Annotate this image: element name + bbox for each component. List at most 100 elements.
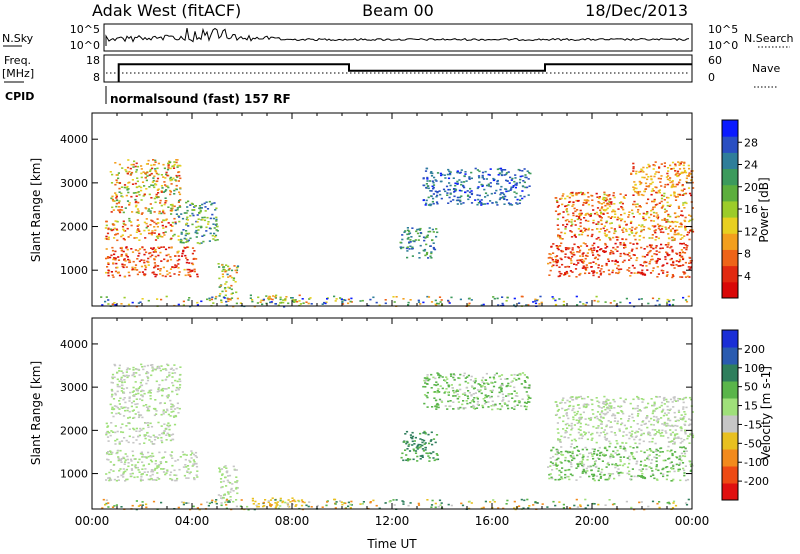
data-cell <box>684 261 687 264</box>
data-cell <box>678 260 681 263</box>
velocity-heatmap <box>101 363 695 511</box>
data-cell <box>125 425 128 427</box>
data-cell <box>470 406 473 408</box>
colorbar-swatch <box>722 120 738 137</box>
data-cell <box>632 457 635 460</box>
data-cell <box>129 458 133 461</box>
data-cell <box>652 415 656 418</box>
data-cell <box>669 204 672 206</box>
data-cell <box>425 186 428 189</box>
data-cell <box>157 192 160 194</box>
data-cell <box>422 249 425 252</box>
data-cell <box>133 268 136 271</box>
data-cell <box>686 478 690 481</box>
data-cell <box>677 161 680 163</box>
data-cell <box>598 446 601 449</box>
data-cell <box>661 468 664 471</box>
data-cell <box>175 479 178 482</box>
data-cell <box>135 388 138 390</box>
data-cell <box>435 381 438 383</box>
data-cell <box>168 374 171 376</box>
data-cell <box>619 243 622 246</box>
data-cell <box>616 453 619 456</box>
data-cell <box>585 245 589 247</box>
data-cell <box>214 234 218 237</box>
data-cell <box>440 502 443 504</box>
data-cell <box>632 186 635 188</box>
data-cell <box>678 462 681 464</box>
data-cell <box>625 500 628 503</box>
data-cell <box>685 450 688 452</box>
data-cell <box>301 501 304 503</box>
data-cell <box>136 258 139 260</box>
data-cell <box>593 249 596 251</box>
data-cell <box>679 238 682 240</box>
data-cell <box>510 179 513 181</box>
data-cell <box>176 393 179 396</box>
data-cell <box>155 273 158 276</box>
data-cell <box>688 442 691 444</box>
data-cell <box>605 262 608 265</box>
data-cell <box>622 196 625 198</box>
data-cell <box>127 258 130 261</box>
data-cell <box>510 204 514 206</box>
data-cell <box>461 403 464 406</box>
data-cell <box>632 203 635 206</box>
data-cell <box>221 474 224 476</box>
data-cell <box>564 469 567 472</box>
data-cell <box>515 392 518 394</box>
data-cell <box>269 504 272 507</box>
data-cell <box>165 254 168 257</box>
data-cell <box>648 262 651 265</box>
data-cell <box>656 259 659 262</box>
data-cell <box>571 191 574 194</box>
data-cell <box>608 404 611 407</box>
data-cell <box>592 222 595 224</box>
data-cell <box>158 464 161 466</box>
data-cell <box>154 275 157 278</box>
data-cell <box>146 175 149 177</box>
data-cell <box>576 404 580 406</box>
data-cell <box>673 233 676 236</box>
data-cell <box>430 195 433 197</box>
data-cell <box>594 262 598 265</box>
data-cell <box>555 255 559 257</box>
data-cell <box>195 232 198 234</box>
data-cell <box>176 459 180 461</box>
data-cell <box>663 165 666 168</box>
data-cell <box>566 399 569 402</box>
data-cell <box>592 457 595 460</box>
data-cell <box>187 274 190 276</box>
data-cell <box>582 411 585 414</box>
data-cell <box>465 400 468 402</box>
data-cell <box>172 167 176 169</box>
data-cell <box>135 195 138 197</box>
data-cell <box>171 372 174 374</box>
data-cell <box>569 445 573 448</box>
data-cell <box>334 300 337 302</box>
data-cell <box>670 461 673 463</box>
data-cell <box>561 407 564 410</box>
data-cell <box>425 395 428 397</box>
data-cell <box>587 424 590 426</box>
data-cell <box>585 467 588 470</box>
data-cell <box>151 370 154 372</box>
data-cell <box>142 390 145 392</box>
data-cell <box>153 175 156 178</box>
data-cell <box>595 238 598 240</box>
data-cell <box>630 452 633 454</box>
data-cell <box>585 301 588 304</box>
data-cell <box>299 303 302 305</box>
data-cell <box>655 253 658 256</box>
data-cell <box>505 199 509 201</box>
data-cell <box>117 177 120 180</box>
data-cell <box>575 479 578 481</box>
data-cell <box>598 202 601 204</box>
data-cell <box>434 506 437 509</box>
data-cell <box>625 297 628 300</box>
data-cell <box>647 163 650 166</box>
data-cell <box>459 406 462 409</box>
data-cell <box>586 396 590 398</box>
data-cell <box>501 302 504 305</box>
data-cell <box>430 175 434 177</box>
